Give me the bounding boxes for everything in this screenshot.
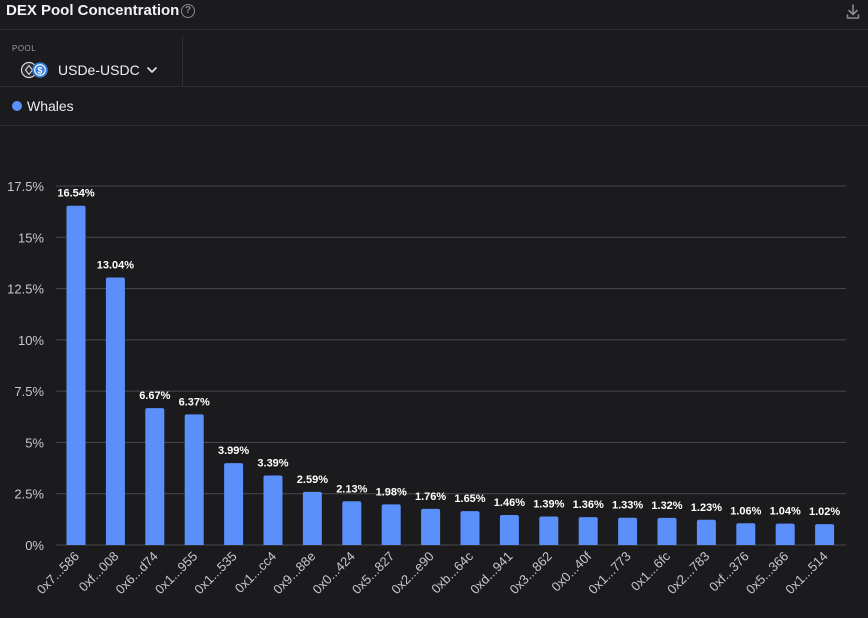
bar-value-label: 1.36% <box>573 499 604 511</box>
bar-value-label: 6.37% <box>179 396 210 408</box>
x-tick-label: 0x2...783 <box>664 549 712 597</box>
x-tick-label: 0x5...827 <box>349 549 397 597</box>
bar[interactable] <box>815 524 835 545</box>
y-tick-label: 2.5% <box>14 487 44 502</box>
bar-value-label: 1.02% <box>809 506 840 518</box>
bar-value-label: 1.04% <box>770 506 801 518</box>
bar[interactable] <box>618 517 638 545</box>
bar[interactable] <box>302 491 322 545</box>
bar[interactable] <box>460 511 480 545</box>
bar[interactable] <box>657 517 677 545</box>
bar-value-label: 2.13% <box>336 483 367 495</box>
pool-filter-label: POOL <box>12 44 37 53</box>
bar-value-label: 3.39% <box>257 457 288 469</box>
y-tick-label: 10% <box>18 333 44 348</box>
bar-value-label: 3.99% <box>218 445 249 457</box>
y-tick-label: 12.5% <box>7 282 44 297</box>
legend-swatch <box>12 101 22 111</box>
bar[interactable] <box>184 414 204 545</box>
y-tick-label: 5% <box>25 435 44 450</box>
bar-value-label: 1.76% <box>415 491 446 503</box>
bar[interactable] <box>578 517 598 545</box>
y-tick-label: 0% <box>25 538 44 553</box>
bar[interactable] <box>736 523 756 545</box>
bar[interactable] <box>539 516 559 545</box>
chart-title: DEX Pool Concentration <box>6 2 180 19</box>
bar-value-label: 13.04% <box>97 259 135 271</box>
bar-value-label: 6.67% <box>139 390 170 402</box>
bar-value-label: 1.98% <box>376 486 407 498</box>
y-tick-label: 17.5% <box>7 179 44 194</box>
bar[interactable] <box>224 463 244 545</box>
x-tick-label: 0x7...586 <box>34 549 82 597</box>
bar[interactable] <box>381 504 401 545</box>
x-tick-label: 0x3...862 <box>506 549 554 597</box>
bar-chart: 0% 2.5% 5% 7.5% 10% 12.5% 15% 17.5% 16.54% 0x7...… <box>7 179 846 597</box>
x-tick-label: 0x5...366 <box>743 549 791 597</box>
bar[interactable] <box>105 277 125 545</box>
pool-filter: POOL $ USDe-USDC <box>0 36 183 87</box>
bar[interactable] <box>145 408 165 545</box>
pool-select[interactable]: $ USDe-USDC <box>20 61 170 81</box>
bar-value-label: 1.33% <box>612 500 643 512</box>
bar-value-label: 1.65% <box>454 493 485 505</box>
x-tick-label: 0xd...941 <box>467 549 515 597</box>
pool-select-value: USDe-USDC <box>58 62 140 78</box>
bar[interactable] <box>499 515 519 545</box>
bar[interactable] <box>342 501 362 545</box>
bar[interactable] <box>263 475 283 545</box>
x-tick-label: 0x9...88e <box>270 549 318 597</box>
chart-header: DEX Pool Concentration ? <box>0 0 868 30</box>
legend-label: Whales <box>27 98 74 114</box>
bar-value-label: 1.39% <box>533 498 564 510</box>
bar-value-label: 2.59% <box>297 474 328 486</box>
help-icon[interactable]: ? <box>181 4 195 18</box>
bar[interactable] <box>66 205 86 545</box>
y-tick-label: 15% <box>18 230 44 245</box>
chevron-down-icon <box>147 67 157 73</box>
filter-bar: POOL $ USDe-USDC <box>0 36 868 87</box>
x-tick-label: 0x0...424 <box>309 549 357 597</box>
x-tick-label: 0x1...955 <box>152 549 200 597</box>
x-tick-label: 0x6...d74 <box>112 549 160 597</box>
y-tick-label: 7.5% <box>14 384 44 399</box>
bar-value-label: 1.32% <box>651 500 682 512</box>
x-tick-label: 0x1...514 <box>782 549 830 597</box>
bar[interactable] <box>696 519 716 545</box>
bar-value-label: 1.06% <box>730 505 761 517</box>
svg-text:$: $ <box>37 65 42 75</box>
x-tick-label: 0x2...e90 <box>388 549 436 597</box>
bar[interactable] <box>421 508 441 545</box>
download-icon[interactable] <box>846 4 860 20</box>
legend: Whales <box>0 87 868 126</box>
x-tick-label: 0x1...535 <box>191 549 239 597</box>
bar-value-label: 16.54% <box>57 188 95 200</box>
bar[interactable] <box>775 523 795 545</box>
bar-value-label: 1.23% <box>691 502 722 514</box>
bar-value-label: 1.46% <box>494 497 525 509</box>
token-pair-icon: $ <box>20 61 48 79</box>
x-tick-label: 0x1...773 <box>585 549 633 597</box>
